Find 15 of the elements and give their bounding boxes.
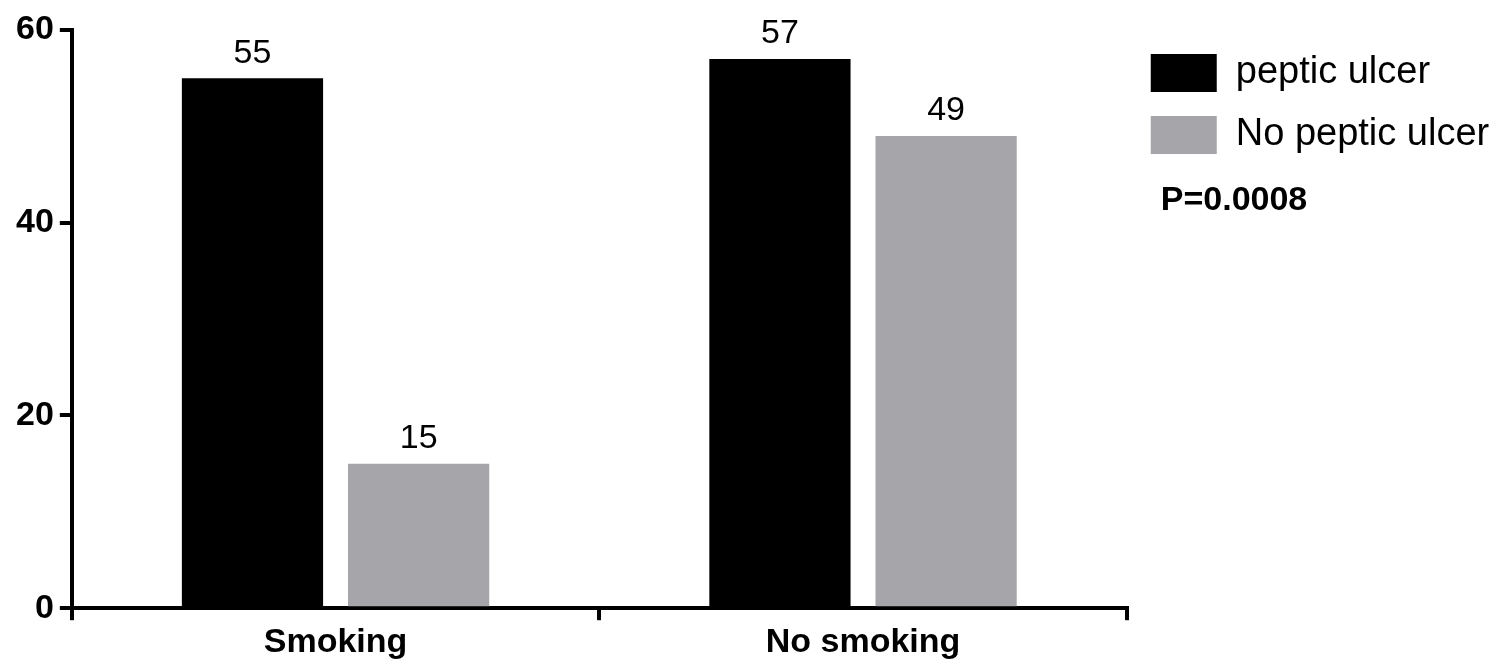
bar — [348, 463, 490, 607]
data-label: 57 — [761, 12, 799, 51]
bar — [875, 136, 1017, 607]
data-label: 49 — [927, 89, 966, 128]
legend-label: No peptic ulcer — [1235, 111, 1490, 154]
legend-label: peptic ulcer — [1235, 49, 1431, 92]
text: P=0.0008 — [1160, 179, 1308, 218]
y-tick-label: 40 — [15, 201, 54, 240]
y-tick-label: 60 — [15, 8, 54, 47]
y-tick-label: 20 — [15, 393, 54, 432]
data-label: 55 — [233, 31, 272, 70]
y-tick-label: 0 — [34, 586, 54, 625]
data-label: 15 — [399, 417, 438, 456]
x-tick-label: No smoking — [765, 620, 961, 659]
x-tick-label: Smoking — [263, 620, 408, 659]
